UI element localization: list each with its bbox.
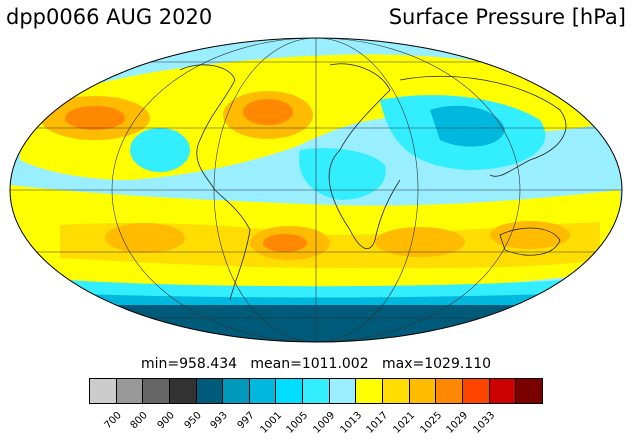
colorbar-tick-label: 900: [155, 410, 177, 432]
south-atlantic-high-core: [263, 234, 307, 252]
colorbar-swatch: [329, 379, 357, 403]
colorbar-swatch: [462, 379, 490, 403]
colorbar-tick-label: 950: [182, 410, 204, 432]
indian-ocean-high: [375, 227, 465, 257]
colorbar-tick-label: 1025: [418, 410, 444, 436]
colorbar-swatch: [516, 379, 542, 403]
colorbar-swatch: [116, 379, 144, 403]
australia-high: [490, 221, 570, 249]
map-title: dpp0066 AUG 2020: [6, 5, 213, 29]
mean-value: 1011.002: [301, 356, 369, 372]
colorbar-tick-label: 1029: [444, 410, 471, 436]
globe-outline: [9, 37, 623, 343]
colorbar-tick-label: 1001: [257, 410, 284, 436]
mean-label: mean=: [250, 356, 302, 372]
variable-title: Surface Pressure [hPa]: [388, 5, 626, 29]
colorbar-swatch: [303, 379, 330, 403]
colorbar-tick-label: 1021: [391, 410, 418, 436]
southern-high-belt: [60, 222, 600, 269]
colorbar-tick-label: 700: [102, 410, 124, 432]
colorbar-ticks: 700 800 900 950 993 997 1001 1005 1009 1013 1017 10…: [89, 404, 543, 444]
colorbar-swatch: [249, 379, 277, 403]
colorbar-swatch: [489, 379, 517, 403]
colorbar-tick-label: 1013: [338, 410, 364, 436]
africa-low: [299, 148, 386, 200]
max-value: 1029.110: [424, 356, 492, 372]
tibet-low: [430, 105, 505, 147]
coastlines: [179, 63, 567, 301]
azores-high-core: [243, 99, 293, 125]
colorbar-swatch: [223, 379, 250, 403]
colorbar-tick-label: 997: [235, 410, 258, 432]
colorbar-swatch: [196, 379, 224, 403]
colorbar-swatch: [436, 379, 463, 403]
colorbar-swatch: [143, 379, 170, 403]
colorbar-swatch: [169, 379, 197, 403]
pressure-map: [9, 37, 623, 343]
min-value: 958.434: [179, 356, 238, 372]
colorbar-swatch: [276, 379, 304, 403]
colorbar-swatch: [409, 379, 437, 403]
colorbar-tick-label: 1033: [471, 410, 498, 436]
colorbar-swatch: [90, 379, 117, 403]
north-pacific-high-core: [65, 106, 125, 130]
max-label: max=: [381, 356, 425, 372]
americas-low: [130, 128, 190, 172]
colorbar-swatch: [356, 379, 384, 403]
colorbar-tick-label: 1009: [311, 410, 338, 436]
colorbar: [89, 378, 543, 404]
south-pacific-high: [105, 223, 185, 253]
colorbar-swatch: [383, 379, 410, 403]
colorbar-tick-label: 1017: [364, 410, 391, 436]
colorbar-tick-label: 993: [209, 410, 231, 432]
colorbar-tick-label: 800: [128, 410, 151, 432]
colorbar-tick-label: 1005: [284, 410, 311, 436]
stats-line: min=958.434 mean=1011.002 max=1029.110: [0, 356, 632, 372]
min-label: min=: [140, 356, 180, 372]
